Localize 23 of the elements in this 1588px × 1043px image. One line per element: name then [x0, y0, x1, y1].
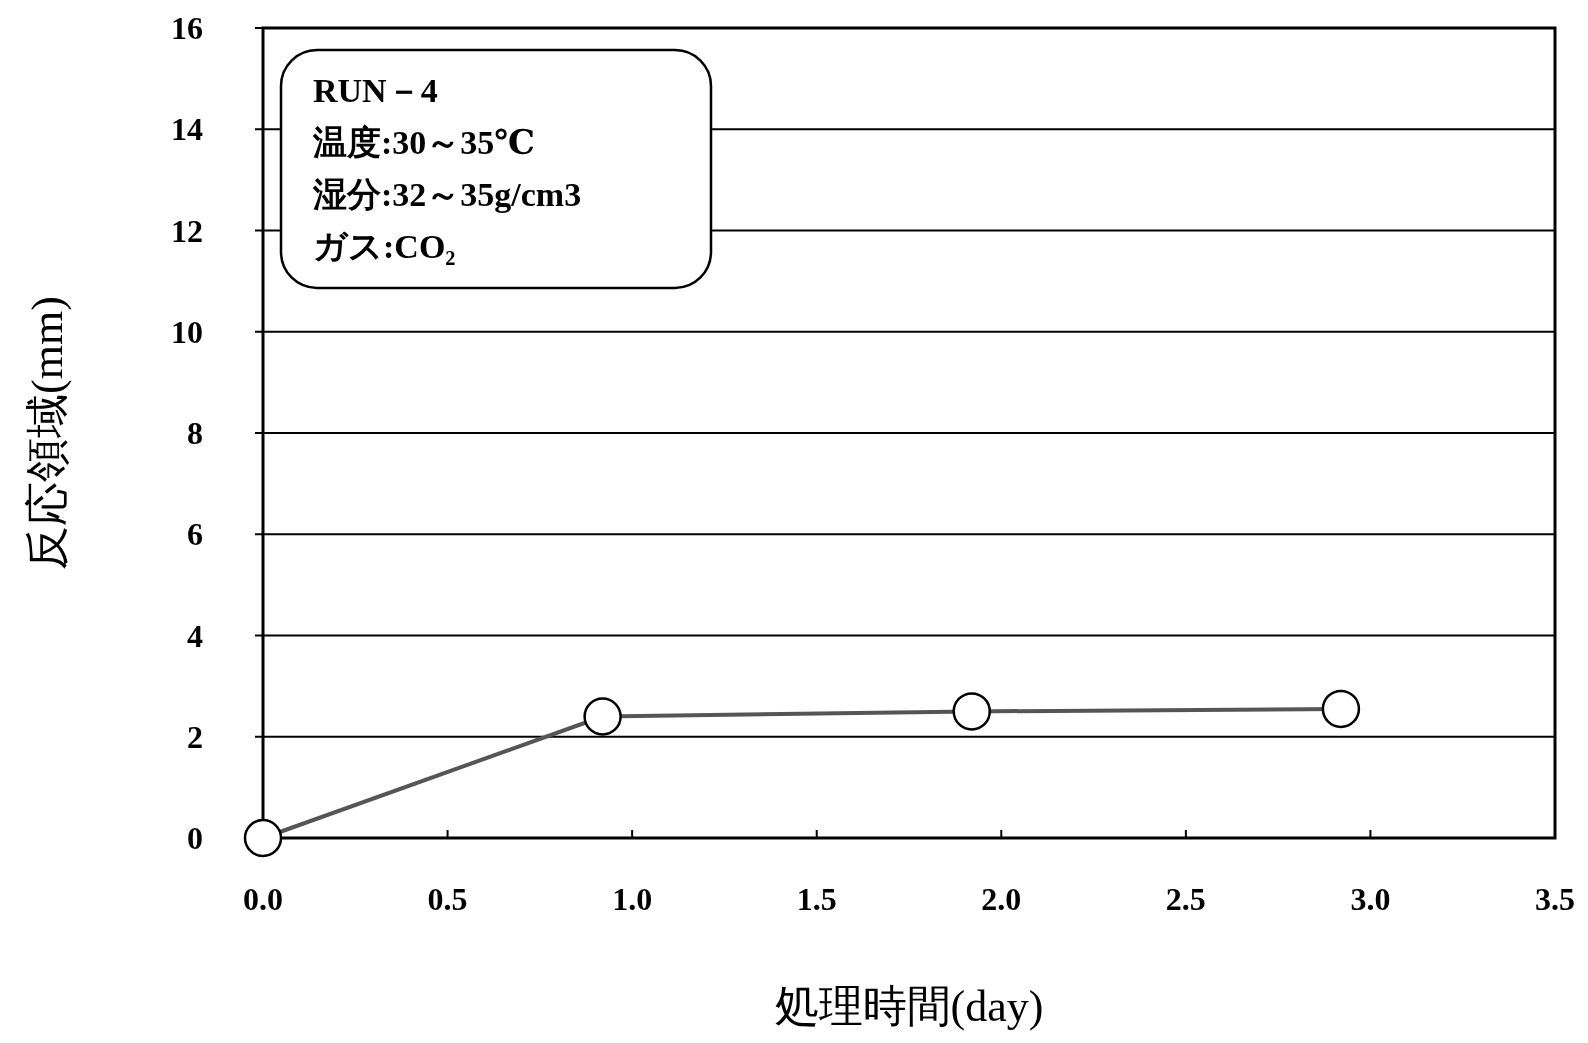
x-tick-label: 2.5 [1165, 881, 1206, 917]
x-tick-label: 2.0 [981, 881, 1022, 917]
y-tick-label: 4 [187, 617, 203, 654]
y-axis-title: 反応領域(mm) [23, 296, 72, 570]
annotation: 湿分:32～35g/cm3 [312, 176, 582, 213]
x-tick-label: 1.0 [612, 881, 653, 917]
x-axis-title: 処理時間(day) [774, 982, 1044, 1031]
y-tick-label: 6 [187, 516, 203, 553]
annotation: RUN－4 [313, 72, 438, 109]
y-tick-label: 14 [171, 111, 203, 148]
y-tick-label: 8 [187, 415, 203, 451]
x-tick-label: 0.5 [427, 881, 468, 917]
x-tick-label: 1.5 [796, 881, 837, 917]
x-tick-label: 0.0 [243, 881, 283, 917]
y-tick-label: 12 [171, 212, 203, 249]
y-tick-label: 10 [171, 313, 203, 350]
y-tick-label: 0 [187, 820, 203, 856]
y-tick-label: 2 [187, 718, 203, 755]
x-tick-label: 3.5 [1535, 881, 1575, 917]
annotation: 温度:30～35℃ [312, 124, 536, 161]
x-tick-label: 3.0 [1350, 881, 1391, 917]
annotation: ガス:CO₂ [313, 228, 456, 265]
y-tick-label: 16 [171, 10, 203, 46]
